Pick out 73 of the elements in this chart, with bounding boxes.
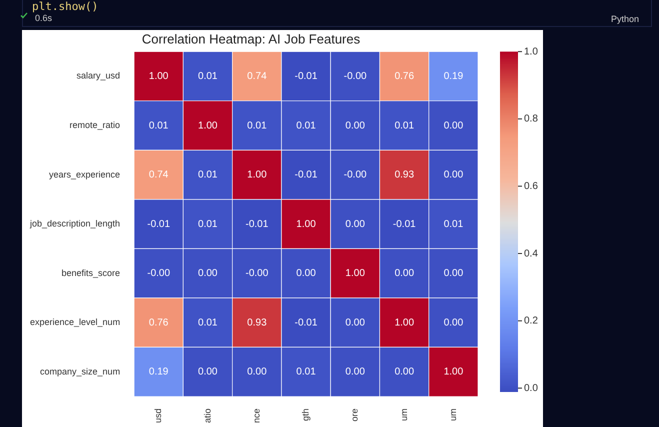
data-label: 0.74 bbox=[148, 170, 169, 181]
data-label: 0.74 bbox=[247, 70, 268, 82]
data-label: 0.00 bbox=[345, 218, 366, 230]
x-tick-label: ore bbox=[350, 408, 360, 422]
data-label: 1.00 bbox=[148, 70, 169, 82]
data-label: 1.00 bbox=[394, 317, 414, 328]
data-label: 0.00 bbox=[444, 317, 464, 328]
y-tick-label: remote_ratio bbox=[70, 120, 120, 130]
data-label: 0.00 bbox=[198, 366, 218, 378]
color-bar-label: 0.2 bbox=[524, 316, 538, 327]
text: 0.6s bbox=[35, 13, 52, 23]
x-tick-label: gth bbox=[300, 408, 311, 422]
y-tick-label: years_experience bbox=[49, 169, 120, 180]
data-label: 0.19 bbox=[148, 366, 169, 378]
data-label: -0.01 bbox=[246, 218, 269, 230]
data-label: 0.00 bbox=[345, 366, 366, 378]
data-label: -0.01 bbox=[294, 70, 318, 82]
data-label: 0.00 bbox=[296, 268, 316, 280]
data-label: 0.00 bbox=[394, 268, 414, 280]
data-label: 0.76 bbox=[148, 317, 169, 328]
data-label: 1.00 bbox=[345, 268, 366, 280]
data-label: -0.00 bbox=[147, 268, 170, 280]
x-tick-label: usd bbox=[153, 408, 164, 424]
data-label: 0.01 bbox=[198, 70, 218, 82]
y-tick-label: benefits_score bbox=[62, 268, 120, 278]
color-bar-label: 0.8 bbox=[524, 114, 538, 125]
data-label: 0.01 bbox=[296, 120, 316, 132]
y-tick-label: company_size_num bbox=[40, 366, 120, 376]
x-tick-label: um bbox=[448, 408, 458, 422]
data-label: 0.00 bbox=[345, 120, 366, 132]
chart-title: Correlation Heatmap: AI Job Features bbox=[142, 31, 361, 46]
data-label: 0.01 bbox=[198, 218, 218, 230]
y-tick-label: salary_usd bbox=[76, 70, 120, 81]
data-label: 0.01 bbox=[198, 170, 218, 181]
data-label: 1.00 bbox=[296, 218, 316, 230]
data-label: 0.00 bbox=[444, 170, 464, 181]
data-label: 0.00 bbox=[345, 317, 366, 328]
y-tick-label: experience_level_num bbox=[30, 317, 120, 328]
data-label: -0.01 bbox=[294, 170, 318, 181]
data-label: 0.00 bbox=[444, 120, 464, 132]
x-tick-label: atio bbox=[202, 408, 212, 424]
data-label: 0.93 bbox=[394, 170, 414, 181]
data-label: 1.00 bbox=[247, 170, 268, 181]
data-label: 0.01 bbox=[444, 218, 464, 230]
x-tick-label: nce bbox=[251, 408, 262, 424]
data-label: 0.76 bbox=[394, 70, 414, 82]
text: plt.show() bbox=[32, 0, 98, 13]
data-label: 0.01 bbox=[296, 366, 316, 378]
color-bar-label: 1.0 bbox=[524, 46, 538, 58]
data-label: 0.00 bbox=[444, 268, 464, 280]
data-label: 0.01 bbox=[247, 120, 268, 132]
data-label: -0.00 bbox=[246, 268, 269, 280]
text: Python bbox=[610, 14, 639, 24]
data-label: -0.01 bbox=[294, 317, 318, 328]
color-bar-label: 0.6 bbox=[524, 180, 538, 192]
y-tick-label: job_description_length bbox=[28, 218, 120, 229]
x-tick-label: um bbox=[398, 408, 409, 422]
color-bar-label: 0.0 bbox=[524, 382, 538, 394]
data-label: 0.00 bbox=[247, 366, 268, 378]
data-label: -0.00 bbox=[344, 70, 367, 82]
data-label: 1.00 bbox=[444, 366, 464, 378]
data-label: 0.00 bbox=[198, 268, 218, 280]
data-label: 1.00 bbox=[198, 120, 218, 132]
data-label: -0.01 bbox=[392, 218, 416, 230]
data-label: 0.01 bbox=[394, 120, 414, 132]
data-label: -0.01 bbox=[147, 218, 170, 230]
data-label: 0.01 bbox=[148, 120, 169, 132]
data-label: 0.01 bbox=[198, 317, 218, 328]
data-label: 0.93 bbox=[247, 317, 268, 328]
color-bar-label: 0.4 bbox=[524, 248, 538, 260]
data-label: 0.00 bbox=[394, 366, 414, 378]
data-label: -0.00 bbox=[344, 170, 367, 181]
data-label: 0.19 bbox=[444, 70, 464, 82]
